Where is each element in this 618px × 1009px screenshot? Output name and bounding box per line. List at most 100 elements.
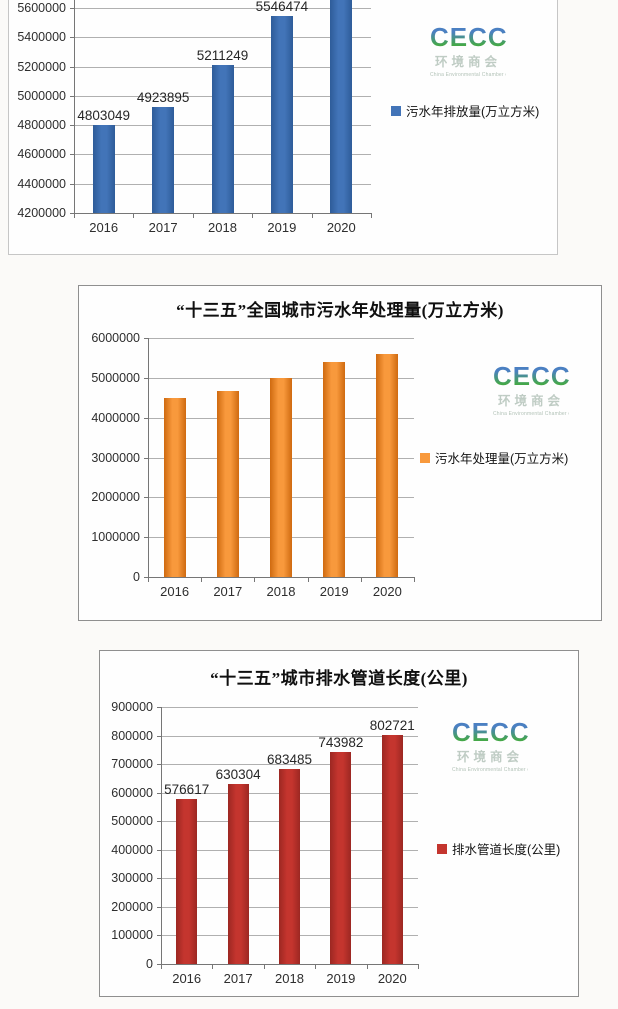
- gridline: [161, 707, 418, 708]
- x-axis-tick: [315, 965, 317, 969]
- y-axis-label: 100000: [111, 928, 153, 943]
- x-axis-label: 2017: [223, 971, 253, 986]
- x-axis-label: 2017: [148, 220, 178, 235]
- y-axis-tick: [157, 821, 161, 823]
- y-axis-tick: [144, 417, 148, 419]
- y-axis-label: 700000: [111, 757, 153, 772]
- legend: 污水年排放量(万立方米): [391, 101, 539, 120]
- y-axis-label: 900000: [111, 700, 153, 714]
- gridline: [148, 338, 414, 339]
- cecc-logo: CECC 环境商会 China Environmental Chamber of…: [452, 719, 529, 773]
- y-axis-label: 600000: [111, 785, 153, 800]
- x-axis-label: 2016: [160, 584, 190, 599]
- y-axis-tick: [157, 878, 161, 880]
- y-axis-label: 5000000: [17, 88, 66, 103]
- legend-label: 污水年排放量(万立方米): [406, 105, 540, 119]
- y-axis-tick: [144, 497, 148, 499]
- y-axis-line: [148, 338, 149, 577]
- x-axis-label: 2020: [377, 971, 407, 986]
- cecc-logo-tagline: China Environmental Chamber of Commerce: [493, 411, 569, 417]
- y-axis-label: 300000: [111, 871, 153, 886]
- x-axis-line: [74, 213, 372, 214]
- cecc-logo: CECC 环境商会 China Environmental Chamber of…: [430, 22, 508, 78]
- legend-label: 污水年处理量(万立方米): [435, 452, 569, 466]
- x-axis-tick: [148, 578, 149, 582]
- legend-swatch-icon: [391, 105, 401, 116]
- x-axis-tick: [307, 578, 309, 582]
- x-axis-tick: [161, 965, 162, 969]
- bar-value-label: 630304: [215, 767, 261, 782]
- y-axis-tick: [70, 125, 74, 127]
- bar-value-label: 5211249: [196, 47, 249, 63]
- x-axis-label: 2016: [172, 971, 202, 986]
- chart-card-drainage-pipeline: “十三五”城市排水管道长度(公里) 0 100000 200000 300000 400…: [99, 650, 579, 997]
- y-axis-label: 4400000: [17, 176, 66, 191]
- bar-2016: [92, 124, 115, 213]
- bar-2020: [330, 0, 353, 213]
- y-axis-tick: [70, 154, 74, 156]
- bar-2018: [270, 377, 292, 577]
- y-axis-tick: [70, 183, 74, 185]
- y-axis-tick: [70, 213, 74, 214]
- bar-2017: [152, 107, 175, 213]
- y-axis-line: [161, 707, 162, 964]
- bar-2016: [163, 397, 186, 577]
- y-axis-tick: [144, 457, 148, 459]
- y-axis-label: 4200000: [17, 206, 66, 220]
- y-axis-tick: [70, 8, 74, 9]
- y-axis-label: 0: [146, 957, 153, 971]
- x-axis-tick: [414, 578, 415, 582]
- cecc-logo-text: CECC: [493, 361, 571, 391]
- gridline: [161, 735, 418, 737]
- y-axis-tick: [144, 577, 148, 578]
- x-axis-tick: [133, 214, 135, 218]
- y-axis-label: 1000000: [91, 530, 140, 545]
- y-axis-label: 800000: [111, 728, 153, 743]
- y-axis-tick: [157, 735, 161, 737]
- y-axis-tick: [157, 707, 161, 708]
- bar-2017: [227, 784, 249, 964]
- plot-area: 4200000 4400000 4600000 4800000 5000000 52000…: [9, 0, 557, 254]
- x-axis-tick: [201, 578, 203, 582]
- y-axis-tick: [157, 849, 161, 851]
- x-axis-label: 2017: [213, 584, 243, 599]
- plot-area: 0 100000 200000 300000 400000 500000 600000 700…: [100, 651, 578, 996]
- bar-value-label: 4923895: [136, 90, 190, 105]
- bar-value-label: 743982: [318, 734, 364, 750]
- x-axis-tick: [212, 965, 214, 969]
- x-axis-label: 2019: [326, 971, 356, 986]
- x-axis-label: 2020: [326, 220, 356, 235]
- y-axis-label: 500000: [111, 814, 153, 829]
- x-axis-label: 2019: [267, 220, 297, 235]
- chart-card-wastewater-treatment: “十三五”全国城市污水年处理量(万立方米) 0 1000000 2000000 300…: [78, 285, 602, 621]
- gridline: [161, 764, 418, 766]
- bar-2017: [216, 390, 239, 577]
- bar-2019: [270, 15, 293, 213]
- y-axis-label: 2000000: [91, 490, 140, 505]
- y-axis-tick: [144, 338, 148, 339]
- bar-2016: [176, 799, 198, 964]
- legend-label: 排水管道长度(公里): [452, 843, 561, 857]
- y-axis-tick: [70, 95, 74, 97]
- y-axis-label: 3000000: [91, 450, 140, 465]
- y-axis-label: 5400000: [17, 30, 66, 45]
- y-axis-tick: [144, 377, 148, 379]
- legend-swatch-icon: [420, 452, 430, 463]
- bar-2020: [381, 734, 403, 964]
- x-axis-label: 2018: [266, 584, 296, 599]
- x-axis-line: [148, 577, 415, 578]
- x-axis-tick: [254, 578, 256, 582]
- x-axis-label: 2018: [275, 971, 304, 986]
- y-axis-label: 400000: [111, 842, 153, 857]
- legend: 排水管道长度(公里): [437, 839, 560, 858]
- cecc-logo-tagline: China Environmental Chamber of Commerce: [430, 72, 506, 78]
- bar-2018: [211, 64, 234, 213]
- bar-2019: [323, 362, 346, 577]
- y-axis-tick: [157, 935, 161, 937]
- cecc-logo: CECC 环境商会 China Environmental Chamber of…: [493, 361, 571, 417]
- bar-2019: [330, 751, 352, 964]
- x-axis-tick: [263, 965, 265, 969]
- cecc-logo-text: CECC: [430, 22, 508, 52]
- x-axis-label: 2018: [208, 220, 237, 235]
- y-axis-tick: [70, 66, 74, 68]
